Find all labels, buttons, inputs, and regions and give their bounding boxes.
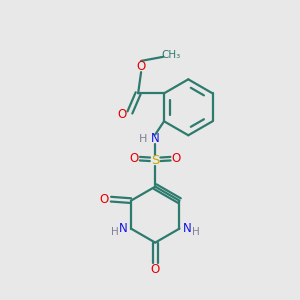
Text: N: N — [118, 221, 127, 235]
Text: O: O — [129, 152, 139, 165]
Text: H: H — [192, 226, 200, 237]
Text: O: O — [172, 152, 181, 165]
Text: N: N — [183, 221, 192, 235]
Text: CH₃: CH₃ — [162, 50, 181, 60]
Text: O: O — [99, 193, 108, 206]
Text: O: O — [151, 263, 160, 277]
Text: O: O — [136, 60, 146, 73]
Text: H: H — [111, 226, 119, 237]
Text: N: N — [151, 133, 160, 146]
Text: H: H — [139, 134, 148, 144]
Text: S: S — [151, 154, 159, 167]
Text: O: O — [117, 108, 126, 121]
